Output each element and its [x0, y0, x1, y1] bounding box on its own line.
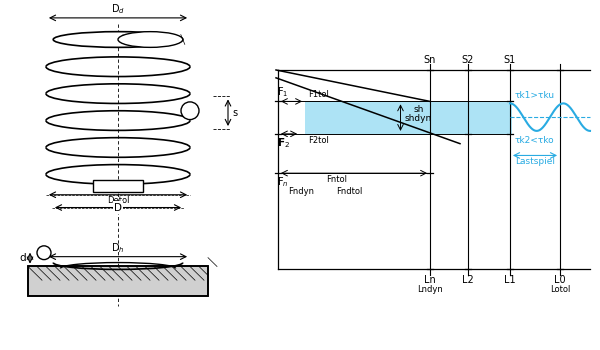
- Bar: [28, 266, 208, 296]
- Ellipse shape: [53, 32, 183, 47]
- Text: F$_n$: F$_n$: [277, 175, 289, 189]
- Text: s: s: [232, 108, 237, 118]
- Text: F2tol: F2tol: [308, 136, 329, 145]
- Text: D$_h$: D$_h$: [111, 241, 125, 255]
- Text: D: D: [114, 203, 122, 212]
- Text: sh: sh: [413, 105, 424, 114]
- Text: Lotol: Lotol: [550, 285, 570, 294]
- Circle shape: [37, 246, 51, 260]
- Text: Detol: Detol: [107, 196, 129, 205]
- Text: L0: L0: [554, 275, 566, 285]
- Ellipse shape: [118, 32, 183, 47]
- Text: Fntol: Fntol: [326, 175, 347, 184]
- Text: F$_2$: F$_2$: [277, 136, 290, 149]
- Text: Fndyn: Fndyn: [288, 187, 314, 196]
- Text: Lndyn: Lndyn: [417, 285, 443, 294]
- Text: τk2<τko: τk2<τko: [515, 136, 554, 145]
- Circle shape: [181, 102, 199, 120]
- Text: Sn: Sn: [424, 55, 436, 65]
- Text: L1: L1: [504, 275, 516, 285]
- Text: D$_d$: D$_d$: [111, 2, 125, 16]
- Text: S2: S2: [462, 55, 474, 65]
- Text: Fndtol: Fndtol: [336, 187, 362, 196]
- Text: d: d: [19, 253, 26, 263]
- Bar: [93, 180, 143, 192]
- Text: S1: S1: [504, 55, 516, 65]
- Text: F1tol: F1tol: [308, 90, 329, 99]
- Text: L2: L2: [462, 275, 474, 285]
- Text: Lastspiel: Lastspiel: [515, 158, 555, 166]
- Bar: [305, 102, 512, 134]
- Bar: [28, 266, 208, 296]
- Text: shdyn: shdyn: [405, 114, 432, 123]
- Text: F$_1$: F$_1$: [277, 86, 289, 99]
- Text: D$_e$: D$_e$: [111, 178, 125, 192]
- Text: τk1>τku: τk1>τku: [515, 91, 555, 100]
- Text: Ln: Ln: [424, 275, 436, 285]
